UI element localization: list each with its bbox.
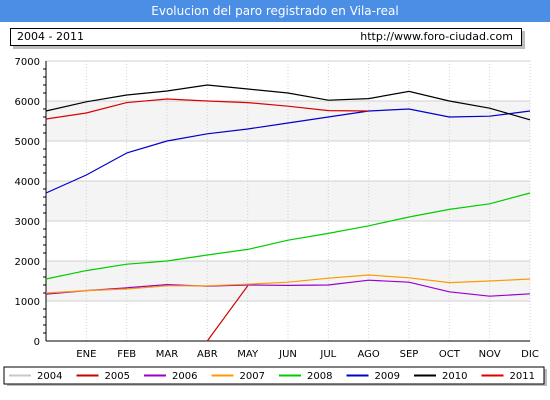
series-line-2006	[45, 279, 531, 297]
y-tick-label: 6000	[15, 97, 40, 108]
legend-label-2006: 2006	[172, 371, 197, 382]
legend-label-2005: 2005	[105, 371, 130, 382]
chart-title: Evolucion del paro registrado en Vila-re…	[0, 0, 550, 22]
y-tick-label: 1000	[15, 297, 40, 308]
date-range-label: 2004 - 2011	[17, 30, 84, 43]
series-line-2005	[206, 285, 249, 342]
y-tick-label: 2000	[15, 257, 40, 268]
legend-label-2010: 2010	[442, 371, 467, 382]
series-line-2010	[45, 84, 531, 121]
x-tick-label: FEB	[117, 349, 136, 360]
x-tick-label: MAR	[156, 349, 178, 360]
x-tick-label: MAY	[237, 349, 259, 360]
legend-box	[3, 366, 545, 385]
x-tick-label: JUL	[319, 349, 336, 360]
x-tick-label: SEP	[400, 349, 419, 360]
series-line-2008	[45, 192, 531, 280]
legend-label-2007: 2007	[240, 371, 265, 382]
y-tick-label: 3000	[15, 217, 40, 228]
y-tick-label: 5000	[15, 137, 40, 148]
y-tick-label: 0	[34, 337, 40, 348]
series-line-2007	[45, 274, 531, 294]
x-tick-label: ENE	[76, 349, 96, 360]
legend-label-2011: 2011	[510, 371, 535, 382]
x-tick-label: ABR	[197, 349, 218, 360]
x-tick-label: AGO	[358, 349, 380, 360]
x-tick-label: JUN	[278, 349, 297, 360]
y-tick-label: 7000	[15, 57, 40, 68]
series-line-2009	[45, 108, 531, 194]
legend-label-2004: 2004	[37, 371, 62, 382]
x-tick-label: NOV	[479, 349, 501, 360]
y-tick-label: 4000	[15, 177, 40, 188]
info-box: 2004 - 2011 http://www.foro-ciudad.com	[10, 28, 522, 46]
site-url-link[interactable]: http://www.foro-ciudad.com	[360, 30, 513, 43]
legend-label-2008: 2008	[307, 371, 332, 382]
x-tick-label: DIC	[521, 349, 539, 360]
series-line-2011	[45, 98, 369, 120]
legend-label-2009: 2009	[375, 371, 400, 382]
x-tick-label: OCT	[439, 349, 461, 360]
